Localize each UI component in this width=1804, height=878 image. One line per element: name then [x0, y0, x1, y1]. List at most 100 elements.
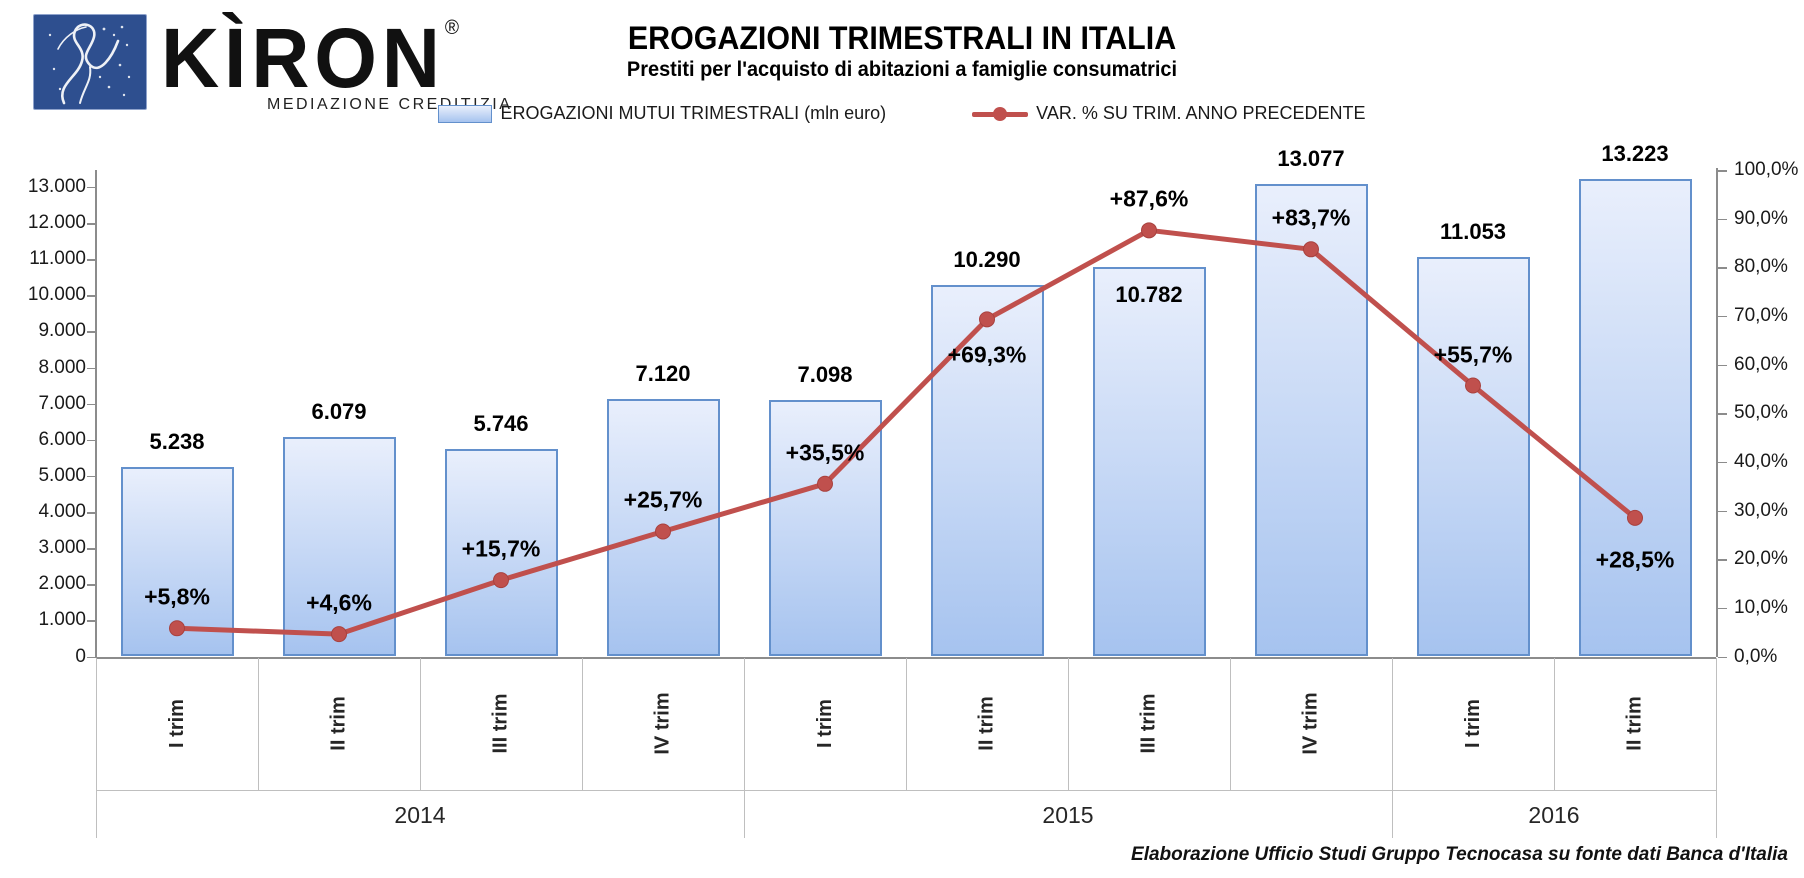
y-axis-right-tick-label: 90,0%: [1734, 207, 1788, 229]
category-separator: [1716, 657, 1717, 791]
quarter-label: II trim: [1623, 696, 1646, 751]
bar-value-label: 5.238: [149, 429, 205, 455]
category-year-divider: [96, 790, 1716, 791]
kiron-logo: KÌRON®: [33, 14, 471, 110]
bar-value-label: 7.120: [635, 361, 691, 387]
line-marker: [817, 475, 833, 492]
y-axis-left-tick: [87, 656, 96, 658]
y-axis-right-tick: [1718, 267, 1727, 269]
y-axis-right-tick-label: 70,0%: [1734, 304, 1788, 326]
y-axis-right-tick: [1718, 656, 1727, 658]
y-axis-right-tick: [1718, 510, 1727, 513]
bar-value-label: 6.079: [311, 398, 367, 424]
line-marker: [331, 626, 347, 643]
category-separator: [420, 657, 421, 791]
y-axis-left-tick: [87, 186, 96, 189]
x-axis-category-label: II trim: [258, 657, 420, 790]
x-axis-category-label: IV trim: [582, 657, 744, 790]
y-axis-right-tick: [1718, 364, 1727, 367]
line-value-label: +15,7%: [461, 535, 541, 562]
y-axis-left-tick-label: 13.000: [27, 175, 86, 197]
x-axis-category-label: III trim: [420, 657, 582, 790]
source-credit: Elaborazione Ufficio Studi Gruppo Tecnoc…: [1131, 844, 1788, 865]
y-axis-left-tick: [87, 331, 96, 333]
line-marker: [979, 311, 995, 328]
quarter-label: III trim: [1137, 693, 1160, 754]
bar-value-label: 13.077: [1277, 146, 1345, 172]
line-value-label: +87,6%: [1109, 185, 1189, 212]
y-axis-right-tick-label: 60,0%: [1734, 353, 1788, 375]
category-separator: [1230, 657, 1231, 791]
variation-line-chart: [169, 222, 1643, 643]
line-value-label: +35,5%: [785, 439, 865, 466]
line-marker: [655, 523, 671, 540]
quarter-label: III trim: [489, 693, 512, 754]
category-separator: [582, 657, 583, 791]
y-axis-right-tick: [1718, 559, 1727, 561]
bar-value-label: 7.098: [797, 362, 853, 388]
y-axis-left-tick: [87, 584, 96, 586]
line-marker: [1303, 241, 1319, 258]
line-value-label: +5,8%: [144, 583, 210, 610]
line-marker: [1465, 377, 1481, 394]
bar-value-label: 11.053: [1439, 219, 1507, 245]
x-axis-category-label: II trim: [906, 657, 1068, 790]
y-axis-left-tick-label: 0: [75, 645, 86, 667]
bar: [444, 448, 558, 657]
y-axis-left-tick-label: 4.000: [38, 501, 86, 523]
x-axis-category-label: I trim: [744, 657, 906, 790]
bar: [1416, 257, 1530, 657]
y-axis-right-tick-label: 80,0%: [1734, 256, 1788, 278]
y-axis-left-tick: [87, 223, 96, 225]
y-axis-left-tick-label: 7.000: [38, 392, 86, 414]
line-value-label: +55,7%: [1433, 341, 1513, 368]
line-value-label: +25,7%: [623, 486, 703, 513]
line-value-label: +28,5%: [1595, 546, 1675, 573]
bar-value-label: 5.746: [473, 410, 529, 436]
year-separator: [96, 790, 97, 838]
line-value-label: +4,6%: [306, 589, 372, 616]
y-axis-left-tick-label: 5.000: [38, 464, 86, 486]
y-axis-right-line: [1716, 168, 1718, 657]
y-axis-left-tick-label: 2.000: [38, 573, 86, 595]
y-axis-right-tick-label: 100,0%: [1734, 159, 1799, 180]
y-axis-right-tick-label: 20,0%: [1734, 548, 1788, 570]
bar: [1578, 178, 1692, 657]
y-axis-right-tick: [1718, 218, 1727, 221]
y-axis-left-tick: [87, 475, 96, 478]
registered-mark: ®: [444, 17, 460, 39]
year-separator: [744, 790, 745, 838]
line-marker: [1141, 222, 1157, 239]
bar: [1254, 184, 1368, 657]
line-path: [176, 227, 1637, 637]
y-axis-left-tick: [87, 620, 96, 622]
line-series-marker-icon: [972, 106, 1029, 122]
line-marker: [493, 572, 509, 589]
quarter-label: IV trim: [1299, 692, 1322, 755]
y-axis-right-tick: [1718, 315, 1727, 318]
bar-value-label: 13.223: [1601, 140, 1669, 166]
x-axis-category-label: I trim: [96, 657, 258, 790]
stick-figure-icon: [48, 23, 131, 105]
legend-bars-label: EROGAZIONI MUTUI TRIMESTRALI (mln euro): [500, 103, 887, 123]
y-axis-left-tick-label: 11.000: [29, 248, 86, 270]
quarter-label: II trim: [327, 696, 350, 751]
bar: [1092, 267, 1206, 657]
line-marker: [1627, 509, 1643, 526]
y-axis-right-tick: [1718, 607, 1727, 610]
y-axis-left-tick: [87, 295, 96, 297]
quarter-label: IV trim: [651, 692, 674, 755]
y-axis-right-tick: [1718, 170, 1727, 172]
bar: [930, 284, 1044, 657]
y-axis-left-tick: [87, 439, 96, 442]
x-axis-category-label: II trim: [1554, 657, 1716, 790]
category-separator: [258, 657, 259, 791]
y-axis-left-tick: [87, 548, 96, 550]
y-axis-left-tick: [87, 512, 96, 514]
y-axis-left-tick-label: 10.000: [27, 284, 86, 306]
line-value-label: +69,3%: [947, 341, 1027, 368]
category-separator: [1068, 657, 1069, 791]
y-axis-left-tick-label: 8.000: [38, 356, 86, 378]
quarter-label: I trim: [165, 699, 188, 748]
y-axis-left-tick: [87, 259, 96, 261]
